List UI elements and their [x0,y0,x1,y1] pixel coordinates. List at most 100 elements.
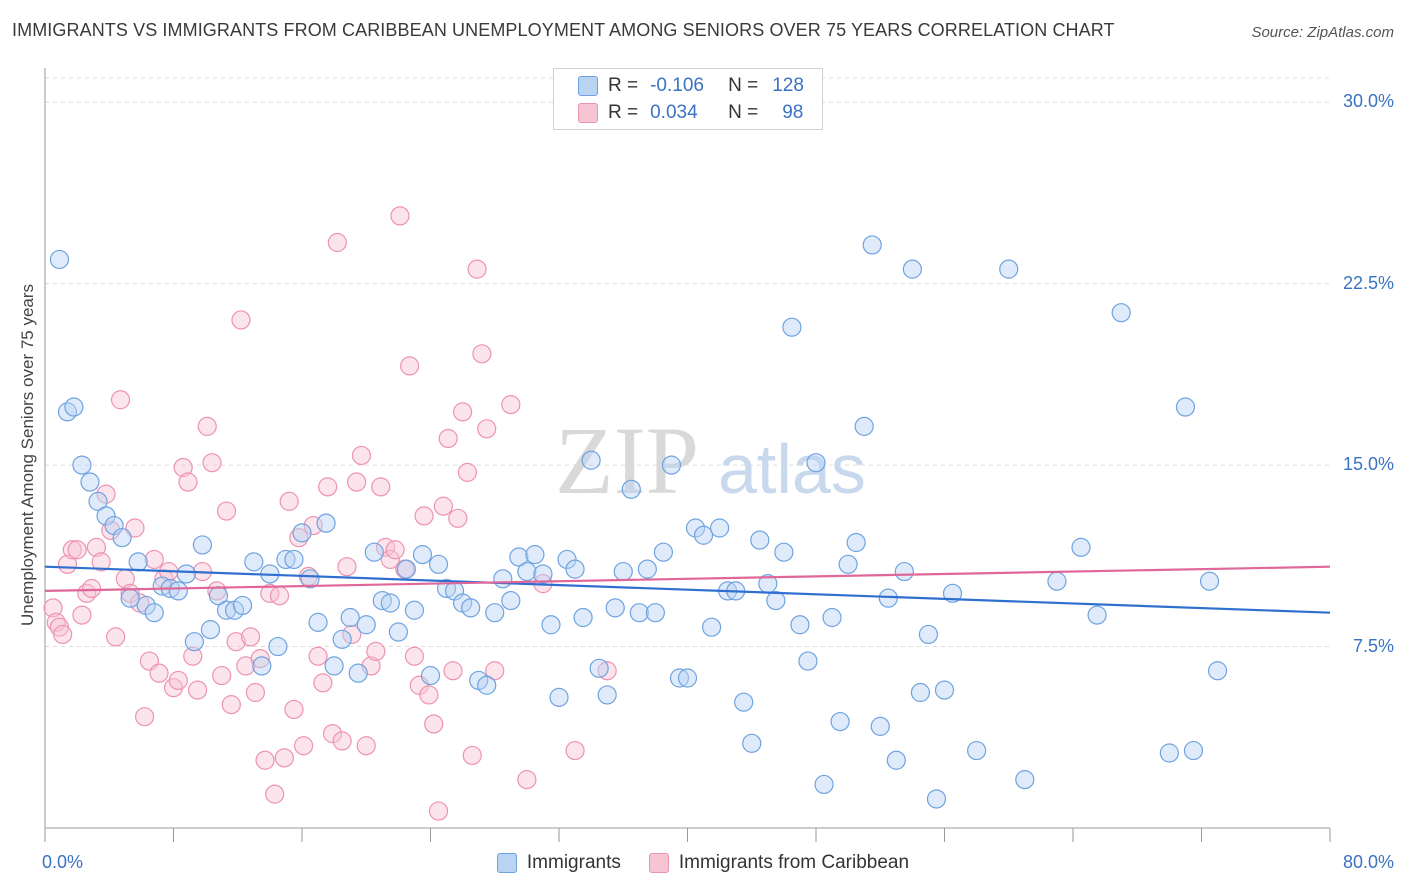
immigrants-point [276,549,296,570]
immigrants-point [838,554,858,574]
legend-n-label: N = [728,102,759,123]
immigrants-point [597,685,617,705]
caribbean-point [53,624,73,645]
series-label-caribbean: Immigrants from Caribbean [678,852,910,873]
caribbean-point [265,784,285,804]
immigrants-point [1047,571,1067,591]
immigrants-point [324,656,344,676]
immigrants-point [910,682,931,703]
immigrants-point [999,259,1019,279]
immigrants-point [934,680,955,700]
immigrants-point [136,595,156,616]
immigrants-point [830,711,850,732]
chart-title: IMMIGRANTS VS IMMIGRANTS FROM CARIBBEAN … [12,20,1115,40]
grid-lines [45,77,1330,648]
caribbean-point [485,661,505,681]
caribbean-point [43,598,63,618]
immigrants-point [509,547,529,567]
immigrants-point [176,564,196,584]
caribbean-point [414,506,434,526]
y-tick-label: 15.0% [1342,454,1394,475]
immigrants-point [96,506,116,526]
caribbean-point [404,646,425,666]
immigrants-point [814,774,834,795]
immigrants-point [782,317,802,337]
legend-n-value-caribbean: 98 [782,102,804,123]
immigrants-point [192,535,213,555]
immigrants-point [1015,770,1035,790]
immigrants-point [798,651,818,671]
caribbean-point [453,402,473,422]
caribbean-point [337,557,357,577]
caribbean-point [274,748,294,768]
caribbean-point [241,627,261,647]
caribbean-point [424,714,444,734]
caribbean-point [517,770,537,790]
caribbean-point [62,540,82,560]
caribbean-point [81,578,102,599]
immigrants-point [380,593,400,613]
caribbean-trend-line [44,565,1331,593]
immigrants-point [902,259,922,279]
caribbean-point [149,663,169,683]
immigrants-point [316,513,336,533]
caribbean-point [202,453,222,473]
immigrants-point [420,665,441,686]
immigrants-point [112,528,132,548]
immigrants-point [120,588,140,608]
immigrants-point [184,632,204,652]
legend-r-value-caribbean: 0.034 [650,102,698,123]
series-legend-immigrants[interactable]: Immigrants [496,852,621,874]
caribbean-point [57,554,78,574]
immigrants-point [200,620,221,640]
legend-r-value-immigrants: -0.106 [650,75,704,96]
immigrants-point [252,656,272,676]
immigrants-point [942,583,963,603]
immigrants-point [348,663,368,683]
immigrants-point [88,491,108,511]
caribbean-point [342,624,362,645]
caribbean-point [91,552,111,572]
immigrants-point [967,740,987,761]
immigrants-point [517,561,537,582]
y-tick-label: 7.5% [1352,635,1394,656]
immigrants-point [388,622,408,642]
series-legend-caribbean[interactable]: Immigrants from Caribbean [648,852,910,874]
immigrants-point [428,554,449,574]
immigrants-point [461,598,481,618]
immigrants-point [549,687,569,707]
immigrants-point [669,668,690,688]
immigrants-trend-line [44,565,1331,614]
legend-n-value-immigrants: 128 [772,75,804,96]
caribbean-point [216,501,237,521]
immigrants-point [822,607,842,628]
caribbean-point [390,206,410,226]
caribbean-point [269,586,290,606]
immigrants-point [533,564,553,584]
caribbean-point [86,537,107,557]
immigrants-point [128,552,148,572]
immigrants-point [232,595,253,616]
immigrants-point [918,624,939,645]
caribbean-point [187,680,208,700]
caribbean-point [313,673,333,693]
immigrants-point [72,455,92,475]
legend-r-label: R = [608,102,639,123]
y-tick-label: 22.5% [1342,272,1394,293]
immigrants-point [886,750,906,770]
immigrants-point [605,598,625,618]
immigrants-point [485,603,505,623]
immigrants-point [661,455,682,475]
immigrants-point [477,675,497,695]
immigrants-point [653,542,674,562]
series-label-immigrants: Immigrants [526,852,621,873]
axes [44,68,1331,842]
caribbean-point [168,670,188,691]
caribbean-point [597,661,617,681]
immigrants-point [774,542,794,562]
immigrants-point [621,479,641,499]
immigrants-point [790,615,810,635]
legend-swatch-caribbean [578,103,598,123]
caribbean-point [110,390,131,410]
immigrants-point [742,733,762,753]
